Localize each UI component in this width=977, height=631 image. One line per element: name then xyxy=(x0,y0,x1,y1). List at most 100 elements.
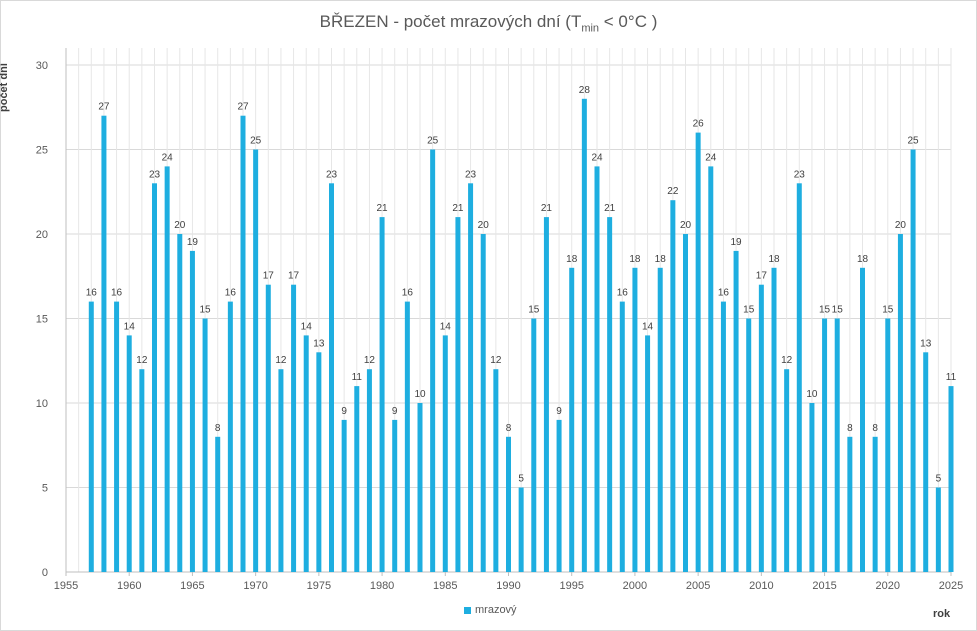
x-tick-label: 1980 xyxy=(370,580,394,592)
bar xyxy=(619,301,625,572)
bar xyxy=(683,234,688,572)
data-label: 15 xyxy=(743,305,755,316)
legend-label: mrazový xyxy=(475,604,517,616)
data-label: 16 xyxy=(402,288,414,299)
bar xyxy=(923,352,929,572)
bar xyxy=(796,183,802,573)
bar xyxy=(910,149,916,572)
bar xyxy=(645,335,651,572)
data-label: 18 xyxy=(857,254,869,265)
data-label: 8 xyxy=(506,423,512,434)
bar xyxy=(860,267,865,572)
x-tick-label: 1985 xyxy=(433,580,457,592)
data-label: 24 xyxy=(591,152,603,163)
bar xyxy=(291,284,297,572)
bar xyxy=(809,403,815,572)
bar xyxy=(253,149,259,572)
legend-swatch xyxy=(464,606,471,614)
data-label: 19 xyxy=(731,237,743,248)
data-label: 23 xyxy=(794,169,806,180)
bar xyxy=(126,335,132,572)
data-label: 11 xyxy=(946,372,957,383)
data-label: 12 xyxy=(136,355,148,366)
bar xyxy=(240,115,246,572)
data-label: 5 xyxy=(518,474,524,485)
bar xyxy=(543,217,549,572)
data-label: 27 xyxy=(237,102,249,113)
data-label: 20 xyxy=(478,220,490,231)
x-tick-label: 2010 xyxy=(749,580,773,592)
bar xyxy=(758,284,764,572)
data-label: 24 xyxy=(162,152,174,163)
data-label: 15 xyxy=(819,305,831,316)
bar xyxy=(417,403,423,572)
data-label: 25 xyxy=(427,136,439,147)
data-label: 12 xyxy=(490,355,502,366)
x-tick-label: 1960 xyxy=(117,580,141,592)
bar xyxy=(202,318,208,572)
y-tick-label: 0 xyxy=(42,567,48,579)
data-label: 13 xyxy=(920,338,932,349)
y-tick-label: 5 xyxy=(42,483,48,495)
bar xyxy=(152,183,157,573)
data-label: 23 xyxy=(326,169,338,180)
data-label: 10 xyxy=(806,389,818,400)
bar xyxy=(581,98,587,573)
bar xyxy=(341,419,347,572)
data-label: 16 xyxy=(617,288,629,299)
x-tick-label: 2005 xyxy=(686,580,710,592)
y-tick-label: 10 xyxy=(36,398,48,410)
data-label: 18 xyxy=(768,254,780,265)
bar xyxy=(227,301,233,572)
bar xyxy=(442,335,448,572)
data-label: 14 xyxy=(301,321,313,332)
bar xyxy=(657,267,663,572)
data-label: 22 xyxy=(667,186,679,197)
bar xyxy=(948,386,954,572)
bar xyxy=(834,318,840,572)
data-label: 16 xyxy=(718,288,730,299)
data-label: 26 xyxy=(693,119,705,130)
data-label: 17 xyxy=(263,271,275,282)
bar xyxy=(708,166,714,572)
bar xyxy=(139,369,145,572)
data-label: 25 xyxy=(250,136,262,147)
x-tick-label: 1965 xyxy=(180,580,204,592)
bar xyxy=(569,267,575,572)
x-tick-label: 1955 xyxy=(54,580,78,592)
data-label: 21 xyxy=(604,203,616,214)
bar xyxy=(215,436,221,572)
bar xyxy=(771,267,777,572)
bar xyxy=(518,487,524,572)
bar xyxy=(329,183,334,573)
data-label: 20 xyxy=(895,220,907,231)
x-tick-label: 1970 xyxy=(243,580,267,592)
bar xyxy=(493,369,499,572)
x-tick-label: 2020 xyxy=(876,580,900,592)
data-label: 20 xyxy=(174,220,186,231)
data-label: 11 xyxy=(352,372,363,383)
data-label: 8 xyxy=(872,423,878,434)
data-label: 15 xyxy=(832,305,844,316)
bar xyxy=(847,436,853,572)
data-label: 21 xyxy=(377,203,389,214)
data-label: 9 xyxy=(556,406,562,417)
x-axis-title: rok xyxy=(933,608,951,620)
x-tick-label: 1975 xyxy=(307,580,331,592)
data-label: 23 xyxy=(149,169,161,180)
bar xyxy=(88,301,94,572)
bar xyxy=(316,352,322,572)
bar xyxy=(885,318,891,572)
data-label: 18 xyxy=(566,254,578,265)
bar xyxy=(607,217,613,572)
data-label: 8 xyxy=(847,423,853,434)
data-label: 20 xyxy=(680,220,692,231)
bar xyxy=(746,318,752,572)
bar xyxy=(455,217,461,572)
x-tick-label: 2000 xyxy=(623,580,647,592)
data-label: 16 xyxy=(86,288,98,299)
bar xyxy=(303,335,309,572)
chart-title-main: BŘEZEN - počet mrazových dní (T xyxy=(319,12,582,31)
bar xyxy=(265,284,271,572)
